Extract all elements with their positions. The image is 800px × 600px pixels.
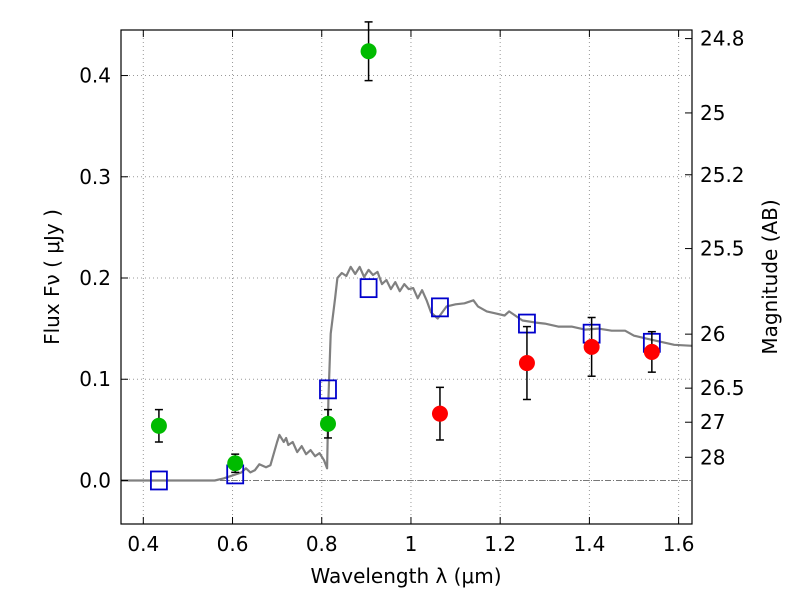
x-tick-label: 1 (405, 532, 418, 556)
y-tick-label: 0.1 (79, 367, 111, 391)
y-tick-label: 0.4 (79, 64, 111, 88)
y-tick-label: 0.3 (79, 165, 111, 189)
right-axis-label: Magnitude (AB) (758, 199, 782, 354)
model-flux-square (431, 297, 449, 318)
mag-tick-label: 24.8 (700, 27, 745, 51)
x-tick-label: 0.8 (306, 532, 338, 556)
x-axis-label: Wavelength λ (μm) (310, 564, 501, 588)
x-tick-label: 0.4 (127, 532, 159, 556)
observed-flux-point (360, 43, 377, 60)
mag-tick-label: 26 (700, 322, 725, 346)
observed-flux-point (150, 417, 167, 434)
observed-flux-point (518, 355, 535, 372)
observed-flux-point (643, 343, 660, 360)
y-tick-label: 0.0 (79, 468, 111, 492)
observed-flux-point (227, 455, 244, 472)
mag-tick-label: 28 (700, 445, 725, 469)
observed-flux-point (583, 338, 600, 355)
axis-ticks: 0.4 0.6 0.8 1 1.2 1.4 1.6 0.0 0.1 0.2 0.3 0.4 24.8 25… (79, 27, 744, 556)
mag-tick-label: 27 (700, 410, 725, 434)
mag-tick-label: 26.5 (700, 376, 745, 400)
plot-frame (120, 29, 693, 525)
model-flux-square (359, 278, 378, 299)
mag-tick-label: 25 (700, 101, 725, 125)
x-tick-label: 1.2 (484, 532, 516, 556)
mag-tick-label: 25.2 (700, 163, 745, 187)
series-layer (121, 21, 693, 491)
y-tick-label: 0.2 (79, 266, 111, 290)
model-sed-line (121, 265, 693, 482)
model-flux-square (319, 379, 337, 400)
observed-flux-point (319, 415, 336, 432)
mag-tick-label: 25.5 (700, 237, 745, 261)
model-flux-square (150, 470, 168, 491)
y-axis-label: Flux Fν ( μJy ) (40, 209, 64, 345)
x-tick-label: 1.6 (663, 532, 695, 556)
observed-flux-point (431, 405, 448, 422)
x-tick-label: 1.4 (573, 532, 605, 556)
x-tick-label: 0.6 (217, 532, 249, 556)
